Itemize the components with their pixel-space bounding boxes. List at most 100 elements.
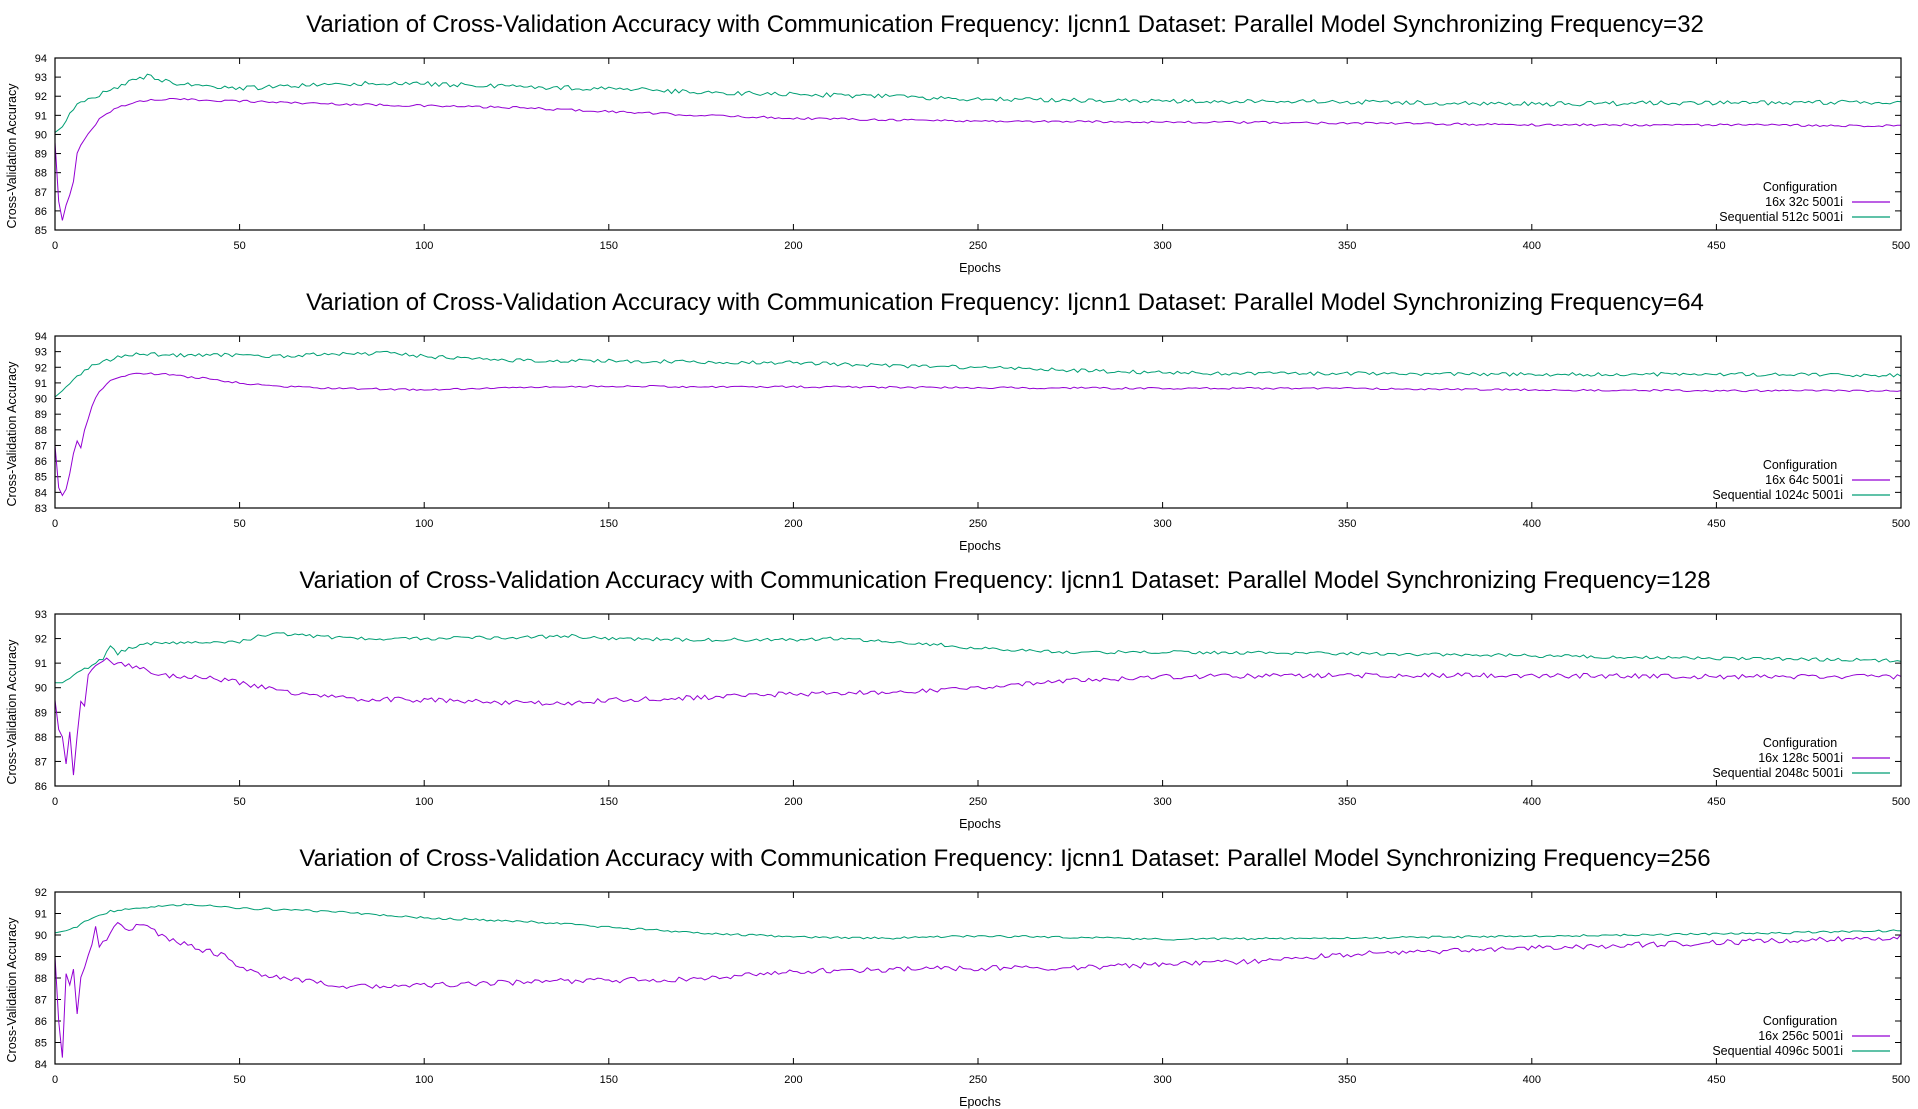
chart-title: Variation of Cross-Validation Accuracy w…: [299, 567, 1710, 594]
legend-label: 16x 64c 5001i: [1765, 473, 1843, 487]
x-axis-label: Epochs: [959, 817, 1001, 831]
y-tick-label: 91: [35, 909, 47, 921]
x-tick-label: 100: [415, 1074, 433, 1086]
chart-title: Variation of Cross-Validation Accuracy w…: [306, 11, 1704, 38]
x-tick-label: 100: [415, 518, 433, 530]
legend-label: Sequential 2048c 5001i: [1712, 766, 1843, 780]
y-tick-label: 88: [35, 732, 47, 744]
x-tick-label: 400: [1523, 518, 1541, 530]
chart-panel-2: Variation of Cross-Validation Accuracy w…: [5, 289, 1910, 553]
plot-frame: [54, 335, 1902, 509]
x-tick-label: 0: [52, 240, 58, 252]
y-axis-label: Cross-Validation Accuracy: [5, 361, 19, 507]
x-tick-label: 0: [52, 518, 58, 530]
y-tick-label: 94: [35, 331, 47, 343]
y-tick-label: 89: [35, 952, 47, 964]
legend-title: Configuration: [1763, 458, 1837, 472]
plot-frame: [54, 613, 1902, 787]
legend-label: 16x 128c 5001i: [1758, 751, 1843, 765]
y-tick-label: 90: [35, 129, 47, 141]
legend-title: Configuration: [1763, 180, 1837, 194]
x-tick-label: 300: [1153, 1074, 1171, 1086]
y-tick-label: 93: [35, 347, 47, 359]
x-tick-label: 450: [1707, 518, 1725, 530]
plot-frame: [54, 57, 1902, 231]
y-tick-label: 84: [35, 1059, 47, 1071]
y-tick-label: 83: [35, 503, 47, 515]
series-line-1: [55, 657, 1901, 776]
x-tick-label: 500: [1892, 518, 1910, 530]
legend-title: Configuration: [1763, 1014, 1837, 1028]
y-tick-label: 87: [35, 756, 47, 768]
x-tick-label: 200: [784, 240, 802, 252]
x-tick-label: 450: [1707, 1074, 1725, 1086]
x-tick-label: 500: [1892, 1074, 1910, 1086]
x-tick-label: 100: [415, 240, 433, 252]
series-line-2: [55, 632, 1901, 684]
y-tick-label: 85: [35, 225, 47, 237]
x-tick-label: 250: [969, 1074, 987, 1086]
series-line-1: [55, 372, 1901, 497]
x-tick-label: 200: [784, 1074, 802, 1086]
x-tick-label: 350: [1338, 1074, 1356, 1086]
y-tick-label: 90: [35, 394, 47, 406]
y-tick-label: 89: [35, 149, 47, 161]
x-tick-label: 50: [233, 796, 245, 808]
x-tick-label: 0: [52, 796, 58, 808]
series-line-1: [55, 921, 1901, 1058]
y-tick-label: 92: [35, 362, 47, 374]
y-tick-label: 92: [35, 887, 47, 899]
legend-label: Sequential 1024c 5001i: [1712, 488, 1843, 502]
chart-panel-4: Variation of Cross-Validation Accuracy w…: [5, 845, 1910, 1109]
y-tick-label: 90: [35, 683, 47, 695]
y-tick-label: 84: [35, 487, 47, 499]
x-tick-label: 50: [233, 518, 245, 530]
x-tick-label: 450: [1707, 796, 1725, 808]
y-tick-label: 86: [35, 456, 47, 468]
series-line-2: [55, 73, 1901, 133]
x-tick-label: 500: [1892, 796, 1910, 808]
x-tick-label: 350: [1338, 240, 1356, 252]
x-tick-label: 200: [784, 796, 802, 808]
chart-title: Variation of Cross-Validation Accuracy w…: [299, 845, 1710, 872]
y-tick-label: 89: [35, 409, 47, 421]
x-tick-label: 100: [415, 796, 433, 808]
x-tick-label: 250: [969, 240, 987, 252]
y-tick-label: 86: [35, 1016, 47, 1028]
y-tick-label: 88: [35, 973, 47, 985]
series-line-2: [55, 903, 1901, 941]
x-tick-label: 150: [600, 1074, 618, 1086]
y-tick-label: 86: [35, 206, 47, 218]
x-tick-label: 50: [233, 1074, 245, 1086]
y-tick-label: 88: [35, 168, 47, 180]
legend-label: Sequential 4096c 5001i: [1712, 1044, 1843, 1058]
y-tick-label: 88: [35, 425, 47, 437]
chart-title: Variation of Cross-Validation Accuracy w…: [306, 289, 1704, 316]
y-tick-label: 90: [35, 930, 47, 942]
y-tick-label: 94: [35, 53, 47, 65]
x-tick-label: 0: [52, 1074, 58, 1086]
chart-panel-1: Variation of Cross-Validation Accuracy w…: [5, 11, 1910, 275]
x-tick-label: 200: [784, 518, 802, 530]
x-tick-label: 300: [1153, 240, 1171, 252]
y-tick-label: 89: [35, 707, 47, 719]
x-tick-label: 350: [1338, 518, 1356, 530]
legend-label: 16x 32c 5001i: [1765, 195, 1843, 209]
x-tick-label: 350: [1338, 796, 1356, 808]
legend-label: 16x 256c 5001i: [1758, 1029, 1843, 1043]
x-tick-label: 300: [1153, 518, 1171, 530]
legend-label: Sequential 512c 5001i: [1719, 210, 1843, 224]
y-tick-label: 93: [35, 609, 47, 621]
series-line-2: [55, 350, 1901, 398]
x-tick-label: 50: [233, 240, 245, 252]
x-tick-label: 250: [969, 518, 987, 530]
x-tick-label: 400: [1523, 796, 1541, 808]
series-line-1: [55, 97, 1901, 221]
y-tick-label: 92: [35, 91, 47, 103]
x-axis-label: Epochs: [959, 539, 1001, 553]
x-axis-label: Epochs: [959, 261, 1001, 275]
plot-frame: [54, 891, 1902, 1065]
